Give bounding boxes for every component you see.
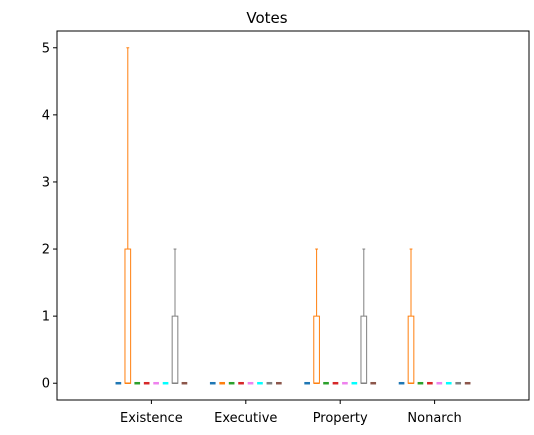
box-body: [124, 248, 132, 384]
y-tick-label: 2: [42, 243, 50, 258]
y-tick-label: 3: [42, 175, 50, 190]
x-tick-label: Executive: [214, 411, 277, 426]
box-group-existence: [115, 47, 188, 385]
y-axis: 0 1 2 3 4 5: [42, 41, 57, 392]
x-tick-label: Existence: [120, 411, 183, 426]
y-tick-label: 5: [42, 41, 50, 56]
box: [407, 248, 415, 384]
box-body: [171, 315, 179, 384]
box-body: [407, 315, 415, 384]
box: [360, 248, 368, 384]
box: [171, 248, 179, 384]
box-body: [360, 315, 368, 384]
x-axis: Existence Executive Property Nonarch: [120, 400, 462, 426]
box-group-property: [304, 248, 377, 385]
box-group-nonarch: [398, 248, 471, 385]
y-tick-label: 4: [42, 108, 50, 123]
box-groups: [115, 47, 471, 385]
box: [313, 248, 320, 384]
y-tick-label: 0: [42, 377, 50, 392]
x-tick-label: Nonarch: [407, 411, 461, 426]
box: [124, 47, 132, 384]
box-body: [313, 315, 320, 384]
chart-title: Votes: [246, 9, 287, 27]
x-tick-label: Property: [313, 411, 368, 426]
y-tick-label: 1: [42, 310, 50, 325]
plot-frame: [56, 30, 530, 401]
